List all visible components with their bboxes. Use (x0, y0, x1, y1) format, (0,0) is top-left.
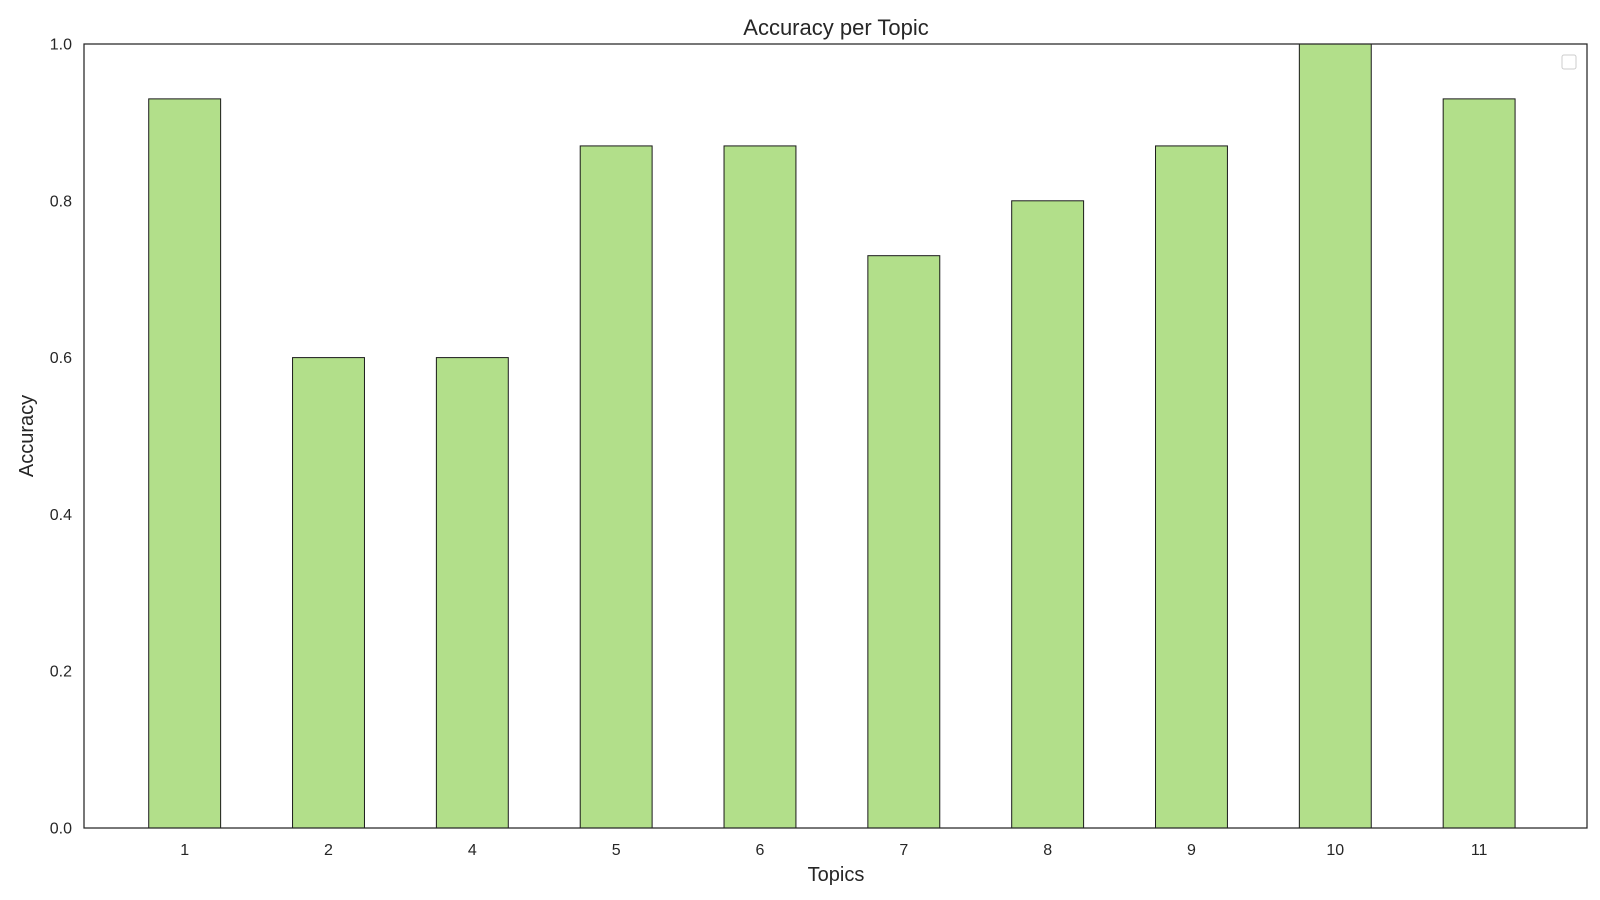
x-tick-label-9: 9 (1187, 842, 1196, 859)
y-tick-label-0.8: 0.8 (50, 193, 72, 210)
x-ticks-group: 1 2 4 5 6 7 8 9 10 11 (180, 842, 1487, 859)
chart-title: Accuracy per Topic (743, 15, 928, 40)
x-tick-label-6: 6 (756, 842, 765, 859)
bar-topic-5 (579, 145, 653, 829)
y-tick-label-1.0: 1.0 (50, 37, 72, 54)
bars-group (148, 43, 1516, 829)
x-tick-label-10: 10 (1326, 842, 1344, 859)
x-axis-label: Topics (808, 864, 865, 886)
x-tick-label-7: 7 (899, 842, 908, 859)
bar-topic-1 (148, 98, 222, 829)
bar-topic-4 (435, 357, 509, 829)
x-tick-label-5: 5 (612, 842, 621, 859)
y-tick-label-0.0: 0.0 (50, 821, 72, 838)
y-tick-label-0.6: 0.6 (50, 350, 72, 367)
bar-topic-9 (1155, 145, 1228, 829)
plot-frame (83, 43, 1588, 829)
y-ticks-group: 0.0 0.2 0.4 0.6 0.8 1.0 (50, 37, 72, 838)
bar-topic-8 (1011, 200, 1085, 829)
bar-topic-7 (867, 255, 941, 829)
bar-topic-10 (1298, 43, 1372, 829)
x-tick-label-2: 2 (324, 842, 333, 859)
legend-box (1561, 54, 1577, 70)
x-tick-label-1: 1 (180, 842, 189, 859)
y-tick-label-0.2: 0.2 (50, 664, 72, 681)
bar-topic-11 (1442, 98, 1516, 829)
y-axis-label: Accuracy (16, 395, 38, 477)
x-tick-label-4: 4 (468, 842, 477, 859)
bar-topic-2 (292, 357, 365, 829)
x-tick-label-8: 8 (1043, 842, 1052, 859)
y-tick-label-0.4: 0.4 (50, 507, 72, 524)
bar-topic-6 (723, 145, 797, 829)
x-tick-label-11: 11 (1471, 842, 1488, 859)
